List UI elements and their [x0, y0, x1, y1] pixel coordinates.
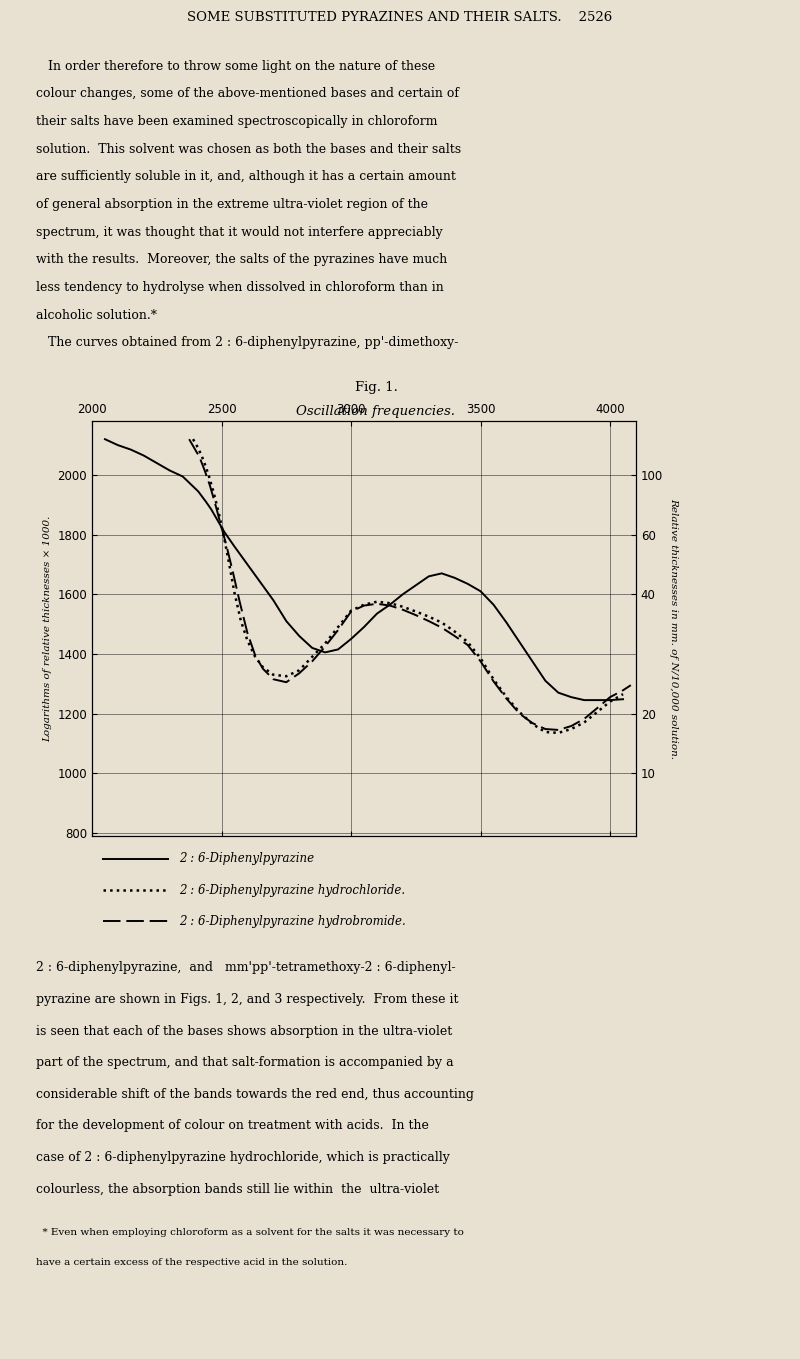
Text: their salts have been examined spectroscopically in chloroform: their salts have been examined spectrosc… [36, 116, 438, 128]
Text: spectrum, it was thought that it would not interfere appreciably: spectrum, it was thought that it would n… [36, 226, 442, 239]
Text: In order therefore to throw some light on the nature of these: In order therefore to throw some light o… [36, 60, 435, 73]
Text: pyrazine are shown in Figs. 1, 2, and 3 respectively.  From these it: pyrazine are shown in Figs. 1, 2, and 3 … [36, 993, 458, 1006]
Text: colour changes, some of the above-mentioned bases and certain of: colour changes, some of the above-mentio… [36, 87, 459, 101]
Text: alcoholic solution.*: alcoholic solution.* [36, 308, 157, 322]
Text: * Even when employing chloroform as a solvent for the salts it was necessary to: * Even when employing chloroform as a so… [36, 1227, 464, 1237]
Text: Fig. 1.: Fig. 1. [354, 381, 398, 394]
Text: with the results.  Moreover, the salts of the pyrazines have much: with the results. Moreover, the salts of… [36, 253, 447, 266]
Text: The curves obtained from 2 : 6-diphenylpyrazine, pp'-dimethoxy-: The curves obtained from 2 : 6-diphenylp… [36, 337, 458, 349]
Text: have a certain excess of the respective acid in the solution.: have a certain excess of the respective … [36, 1257, 347, 1267]
Text: 2 : 6-diphenylpyrazine,  and   mm'pp'-tetramethoxy-2 : 6-diphenyl-: 2 : 6-diphenylpyrazine, and mm'pp'-tetra… [36, 961, 456, 974]
Text: for the development of colour on treatment with acids.  In the: for the development of colour on treatme… [36, 1120, 429, 1132]
Y-axis label: Logarithms of relative thicknesses × 1000.: Logarithms of relative thicknesses × 100… [43, 515, 52, 742]
Text: colourless, the absorption bands still lie within  the  ultra-violet: colourless, the absorption bands still l… [36, 1182, 439, 1196]
Text: 2 : 6-Diphenylpyrazine hydrobromide.: 2 : 6-Diphenylpyrazine hydrobromide. [179, 915, 406, 928]
Text: of general absorption in the extreme ultra-violet region of the: of general absorption in the extreme ult… [36, 198, 428, 211]
Text: SOME SUBSTITUTED PYRAZINES AND THEIR SALTS.    2526: SOME SUBSTITUTED PYRAZINES AND THEIR SAL… [187, 11, 613, 24]
Text: solution.  This solvent was chosen as both the bases and their salts: solution. This solvent was chosen as bot… [36, 143, 461, 156]
Text: less tendency to hydrolyse when dissolved in chloroform than in: less tendency to hydrolyse when dissolve… [36, 281, 444, 294]
Text: is seen that each of the bases shows absorption in the ultra-violet: is seen that each of the bases shows abs… [36, 1025, 452, 1037]
Text: are sufficiently soluble in it, and, although it has a certain amount: are sufficiently soluble in it, and, alt… [36, 170, 456, 183]
Text: Oscillation frequencies.: Oscillation frequencies. [297, 405, 455, 419]
Text: 2 : 6-Diphenylpyrazine: 2 : 6-Diphenylpyrazine [179, 852, 314, 866]
Text: part of the spectrum, and that salt-formation is accompanied by a: part of the spectrum, and that salt-form… [36, 1056, 454, 1070]
Text: considerable shift of the bands towards the red end, thus accounting: considerable shift of the bands towards … [36, 1087, 474, 1101]
Text: case of 2 : 6-diphenylpyrazine hydrochloride, which is practically: case of 2 : 6-diphenylpyrazine hydrochlo… [36, 1151, 450, 1165]
Text: 2 : 6-Diphenylpyrazine hydrochloride.: 2 : 6-Diphenylpyrazine hydrochloride. [179, 883, 405, 897]
Y-axis label: Relative thicknesses in mm. of N/10,000 solution.: Relative thicknesses in mm. of N/10,000 … [669, 497, 678, 760]
